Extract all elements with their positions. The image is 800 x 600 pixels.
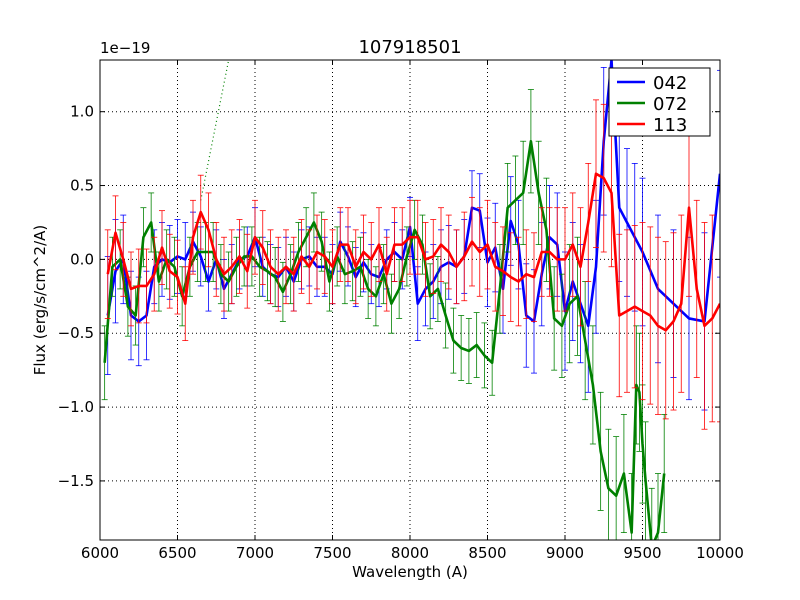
x-tick-label: 9500	[623, 544, 661, 562]
y-axis-label: Flux (erg/s/cm^2/A)	[31, 225, 49, 376]
axis-ticks: 6000 6500 7000 7500 8000 8500 9000 9500 10000 1.0…	[58, 60, 744, 562]
x-tick-label: 10000	[696, 544, 744, 562]
x-tick-label: 9000	[546, 544, 584, 562]
x-tick-label: 7000	[236, 544, 274, 562]
series-113	[104, 99, 720, 430]
x-tick-label: 6500	[158, 544, 196, 562]
clipped-series	[101, 60, 720, 540]
y-offset-label: 1e−19	[100, 39, 150, 57]
y-tick-label: −0.5	[58, 324, 94, 342]
series-layer	[101, 60, 720, 540]
legend-label-042: 042	[653, 73, 687, 94]
x-axis-label: Wavelength (A)	[352, 563, 468, 581]
x-tick-label: 7500	[313, 544, 351, 562]
x-tick-label: 6000	[81, 544, 119, 562]
y-tick-label: −1.0	[58, 398, 94, 416]
x-tick-label: 8500	[468, 544, 506, 562]
y-tick-label: 1.0	[70, 103, 94, 121]
y-tick-label: −1.5	[58, 472, 94, 490]
legend-label-113: 113	[653, 115, 687, 136]
series-line-072	[103, 139, 666, 540]
series-line-113	[106, 172, 720, 332]
x-tick-label: 8000	[391, 544, 429, 562]
chart-title: 107918501	[358, 37, 461, 58]
y-tick-label: 0.0	[70, 250, 94, 268]
legend-label-072: 072	[653, 94, 687, 115]
y-tick-label: 0.5	[70, 177, 94, 195]
